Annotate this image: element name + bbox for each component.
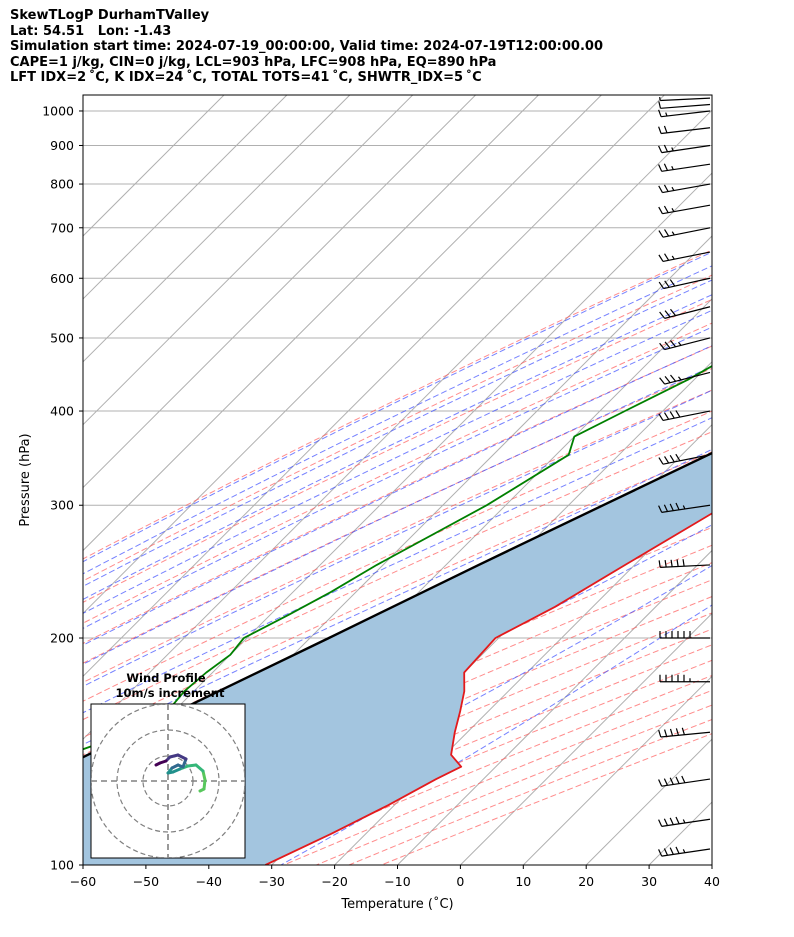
chart-title: SkewTLogP DurhamTValley [10,8,210,23]
chart-header: SkewTLogP DurhamTValley Lat: 54.51 Lon: … [10,8,603,86]
wind-barb [659,371,711,385]
wind-barb [658,204,711,215]
wind-barb [659,337,711,351]
time-line: Simulation start time: 2024-07-19_00:00:… [10,39,603,54]
x-tick-label: −60 [70,874,96,889]
wind-barb [658,163,711,172]
isotherm [83,95,414,426]
x-tick-label: 40 [704,874,720,889]
y-tick-label: 100 [50,858,74,873]
moist-adiabat [83,365,712,665]
wind-barb [659,306,711,319]
axes: −60 −50 −40 −30 −20 −10 0 10 20 30 40 1000 900 800 700… [42,103,720,889]
y-axis-label: Pressure (hPa) [18,433,33,526]
x-tick-label: −30 [259,874,285,889]
hodograph-subtitle: 10m/s increment [116,686,225,700]
wind-barb [659,631,710,639]
wind-barb [658,775,711,787]
moist-adiabat [83,389,712,687]
hodograph-trace [202,778,207,791]
x-tick-label: −10 [384,874,410,889]
hodograph-trace [194,763,205,773]
wind-barb [658,277,711,290]
moist-adiabat [83,309,712,614]
cape-line: CAPE=1 j/kg, CIN=0 j/kg, LCL=903 hPa, LF… [10,54,497,70]
isotherm [83,95,665,678]
wind-barb [658,410,711,422]
moist-adiabat [83,294,712,600]
moist-adiabat [83,326,712,629]
x-tick-label: −40 [196,874,222,889]
wind-barb [658,727,711,738]
y-tick-label: 800 [50,177,74,192]
y-tick-label: 900 [50,138,74,153]
wind-profile-hodograph: Wind Profile 10m/s increment [90,671,246,859]
isotherm [83,95,476,489]
y-tick-label: 700 [50,220,74,235]
isotherm [83,109,712,740]
isotherm [83,95,225,237]
wind-barb [659,674,710,683]
x-tick-label: −50 [133,874,159,889]
wind-barb [658,109,711,118]
wind-barb [658,227,711,238]
index-line: LFT IDX=2 ˚C, K IDX=24 ˚C, TOTAL TOTS=41… [10,70,482,85]
x-axis-label: Temperature (˚C) [340,896,453,912]
wind-barb [658,183,711,194]
hodograph-title: Wind Profile [126,671,206,685]
hodograph-trace [154,761,162,767]
wind-barb [658,846,711,857]
dry-adiabat [83,431,712,721]
isotherm [711,864,712,865]
temperature-line [265,512,712,865]
isotherm [83,95,539,552]
moist-adiabat [83,417,712,714]
dry-adiabat [83,249,712,560]
isotherm [522,675,712,865]
wind-barb [659,96,711,102]
moist-adiabat [83,251,712,563]
y-tick-label: 500 [50,330,74,345]
wind-barb [658,502,711,513]
isotherm [83,95,351,363]
x-tick-label: −20 [321,874,347,889]
wind-barb [658,125,711,135]
isotherm [397,549,712,865]
y-tick-label: 600 [50,271,74,286]
wind-barb [658,816,711,827]
x-tick-label: 10 [515,874,531,889]
dry-adiabat [83,274,712,582]
wind-barb [658,559,711,568]
wind-barb [658,144,711,154]
dry-adiabat [83,298,712,603]
dry-adiabat [83,410,712,702]
wind-barb [658,453,711,465]
wind-barb [658,251,711,263]
isotherm [83,95,602,615]
y-tick-label: 200 [50,631,74,646]
x-tick-label: 30 [641,874,657,889]
isotherm [460,612,712,865]
hodograph-trace [201,769,207,782]
dry-adiabat [83,526,712,806]
isotherm [83,95,288,300]
moist-adiabat [83,265,712,575]
moist-adiabat [83,345,712,646]
y-tick-label: 400 [50,404,74,419]
wind-barb [658,101,711,109]
x-tick-label: 20 [578,874,594,889]
x-tick-label: 0 [456,874,464,889]
y-tick-label: 300 [50,498,74,513]
hodograph-ring [116,729,220,833]
dry-adiabat [83,389,712,684]
y-tick-label: 1000 [42,103,74,118]
dry-adiabat [83,367,712,664]
parcel-profile-line [83,451,712,759]
moist-adiabat [83,448,712,746]
wind-barbs [658,96,711,857]
hodograph-content [91,704,245,858]
isotherm [334,486,712,865]
location-line: Lat: 54.51 Lon: -1.43 [10,23,172,39]
